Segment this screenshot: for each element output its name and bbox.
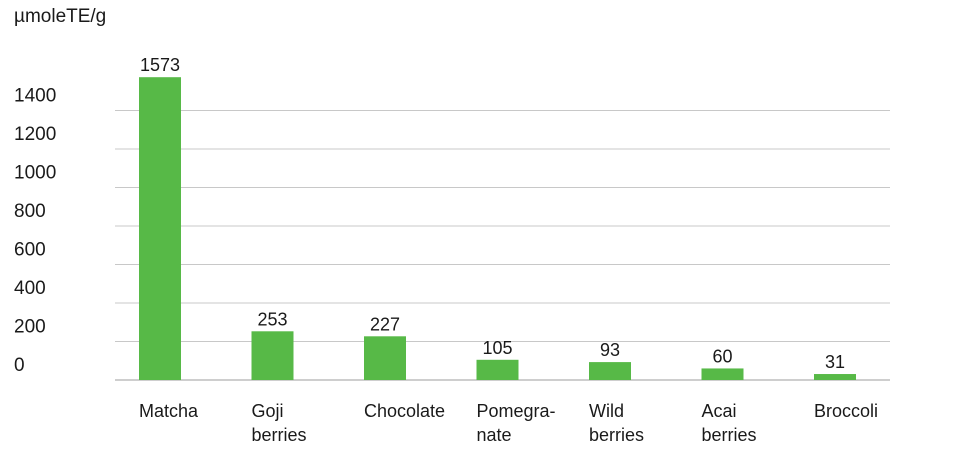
category-labels: Matcha Goji berries Chocolate Pomegra-nate Wi… [139,401,878,445]
category-label-3-line-1: nate [477,425,512,445]
category-label-5-line-0: Acai [702,401,737,421]
gridlines [115,110,890,381]
y-tick-label-800: 800 [14,201,46,222]
data-label-4: 93 [600,340,620,360]
data-label-2: 227 [370,314,400,334]
bars [139,77,856,380]
category-label-1-line-1: berries [252,425,307,445]
category-label-6-line-0: Broccoli [814,401,878,421]
category-label-0-line-0: Matcha [139,401,199,421]
y-tick-label-400: 400 [14,278,46,299]
bar-3 [476,359,519,380]
bar-5 [701,368,744,380]
bar-1 [251,331,294,380]
y-tick-label-1200: 1200 [14,124,56,145]
category-label-1-line-0: Goji [252,401,284,421]
category-label-3-line-0: Pomegra- [477,401,556,421]
bar-6 [814,374,856,380]
category-label-4-line-0: Wild [589,401,624,421]
y-unit-label: µmoleTE/g [14,6,106,27]
data-labels: 1573 253 227 105 93 60 31 [140,55,845,372]
category-label-4-line-1: berries [589,425,644,445]
data-label-3: 105 [482,338,512,358]
bar-4 [589,362,631,380]
data-label-1: 253 [257,309,287,329]
category-label-5-line-1: berries [702,425,757,445]
data-label-0: 1573 [140,55,180,75]
y-tick-label-600: 600 [14,240,46,261]
y-tick-label-0: 0 [14,355,25,376]
bar-2 [364,336,406,380]
data-label-6: 31 [825,352,845,372]
data-label-5: 60 [712,346,732,366]
y-tick-label-1400: 1400 [14,86,56,107]
y-tick-label-1000: 1000 [14,163,56,184]
bar-0 [139,77,181,380]
y-axis-ticks: 0 200 400 600 800 1000 1200 1400 [14,86,56,377]
category-label-2-line-0: Chocolate [364,401,445,421]
y-tick-label-200: 200 [14,317,46,338]
